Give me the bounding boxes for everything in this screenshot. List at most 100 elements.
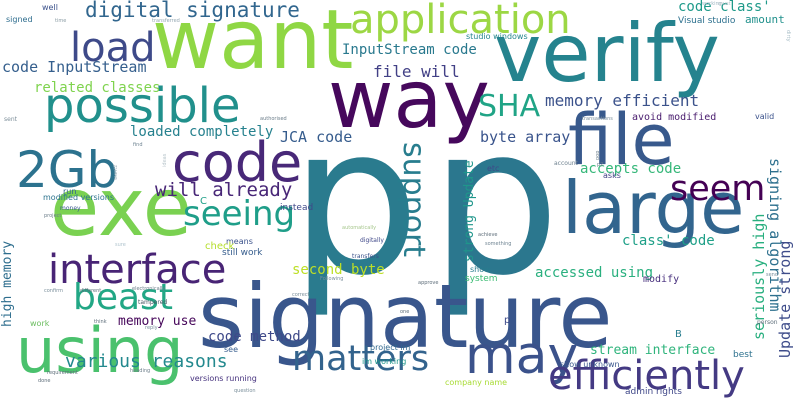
word: accessed using [535,265,654,281]
word: modified versions [43,193,115,202]
word: instead [280,203,314,213]
word: done [38,378,51,384]
word: achieve [478,232,498,238]
word: large [562,166,745,250]
word: system [465,274,498,284]
word: see [224,345,239,354]
word: one [400,309,410,315]
word: p [430,83,561,321]
word: run [63,187,77,196]
word: ideas [162,153,168,167]
word: check [205,241,235,252]
word: etc [487,164,500,173]
word: transferred [152,18,180,24]
word: automatically [342,225,377,231]
word: digital signature [85,0,300,22]
word: exe [50,161,192,254]
word: p [504,315,511,326]
word: question [234,388,256,394]
word: different [80,288,102,294]
word: p2 [597,162,604,168]
word: confirm [44,288,63,294]
word: transfers [352,253,379,260]
word: way [328,53,490,146]
word: amount [745,13,785,26]
word: want2 [113,164,119,180]
word: still work [222,248,263,258]
word: code method [208,329,301,345]
word: authorised [260,116,287,122]
word: file [568,99,675,181]
word: signed [6,15,33,24]
word: best [733,350,753,360]
word: must [718,1,731,7]
word: loaded completely [130,124,274,140]
word: work [30,319,50,328]
word: possible [44,78,241,134]
word: Visual studio [678,16,736,26]
word: want [152,0,354,88]
word: p [290,83,421,321]
word: reply [145,325,158,331]
word: B [675,329,682,340]
word: will already [155,179,293,201]
word: show unknown [560,360,620,369]
word: approve [418,280,439,286]
word: transactions [582,116,613,122]
word: person [757,319,778,326]
word: interface [48,247,227,293]
word: file will [373,62,460,81]
word: high memory [0,240,15,327]
word: asks [603,171,621,180]
word: may [465,326,579,386]
word: seem [670,169,766,209]
word: matters [292,339,430,379]
word: Update strong [776,240,794,358]
word: avoid modified [632,112,717,123]
word: strong Update [462,160,477,262]
word: load [70,25,156,71]
word: electronically [132,286,166,292]
word: well [42,3,58,12]
word: account [554,160,578,167]
word: code [172,131,303,194]
word: heading [130,368,151,374]
word: sure [115,242,126,248]
word: studio windows [466,32,528,41]
word: application [350,0,571,43]
word: project [44,213,62,219]
word: show [470,265,491,274]
word: stream interface [590,343,716,358]
word: code class' [678,0,771,15]
word: im working [362,357,407,366]
word: code InputStream [2,58,147,76]
word: class' code [622,233,715,249]
word: support [396,142,431,258]
word: related classes [34,80,161,96]
word: tampered [138,299,168,306]
word: SHA [478,89,541,124]
word: dirty [785,30,791,42]
word: seeing [183,194,296,234]
word: accepts code [580,161,682,177]
word: beast [73,277,173,318]
word: efficiently [548,353,745,399]
word: find [133,142,143,148]
word: byte array [480,128,571,146]
word: Following [320,276,344,282]
word: means [226,237,253,246]
word: modify [643,274,680,285]
word: 2Gb [16,141,119,199]
word: send [766,272,779,278]
word: requirement [47,370,78,376]
word: various reasons [65,351,228,372]
word: using [16,314,184,387]
word: something [485,241,512,247]
word: project im [370,343,411,352]
word: correct [292,292,310,298]
word: working [702,1,722,7]
word: versions running [190,374,257,383]
word: second byte [292,262,385,278]
word: memory efficient [545,91,700,110]
